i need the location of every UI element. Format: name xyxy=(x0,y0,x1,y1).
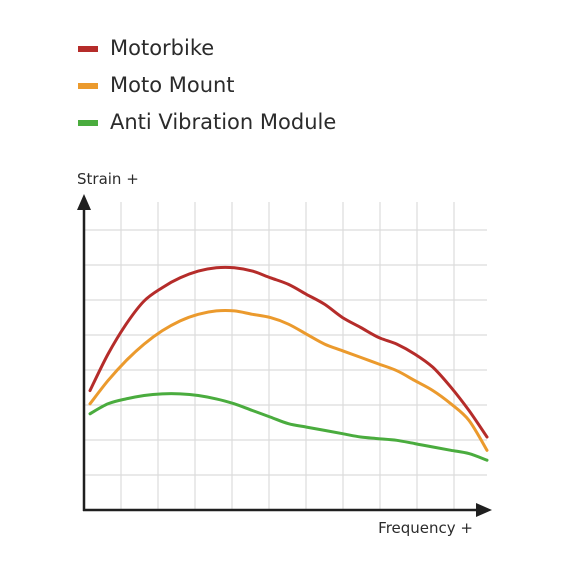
legend-label-anti-vibration-module: Anti Vibration Module xyxy=(110,110,337,134)
legend-label-moto-mount: Moto Mount xyxy=(110,73,235,97)
chart-axes xyxy=(77,194,492,517)
x-axis-label: Frequency + xyxy=(378,519,473,537)
chart-legend: Motorbike Moto Mount Anti Vibration Modu… xyxy=(78,30,336,141)
series-line-motorbike xyxy=(88,265,489,439)
legend-item-motorbike: Motorbike xyxy=(78,30,336,67)
y-axis-label: Strain + xyxy=(77,170,139,188)
legend-label-motorbike: Motorbike xyxy=(110,36,215,60)
y-axis-arrow-icon xyxy=(77,194,91,210)
chart-series xyxy=(88,265,489,462)
series-line-moto-mount xyxy=(88,309,489,452)
legend-item-moto-mount: Moto Mount xyxy=(78,67,336,104)
legend-swatch-motorbike xyxy=(78,45,98,52)
legend-swatch-moto-mount xyxy=(78,82,98,89)
legend-item-anti-vibration-module: Anti Vibration Module xyxy=(78,104,336,141)
series-line-anti-vibration-module xyxy=(88,392,489,462)
chart-grid xyxy=(84,202,487,510)
x-axis-arrow-icon xyxy=(476,503,492,517)
legend-swatch-anti-vibration-module xyxy=(78,119,98,126)
